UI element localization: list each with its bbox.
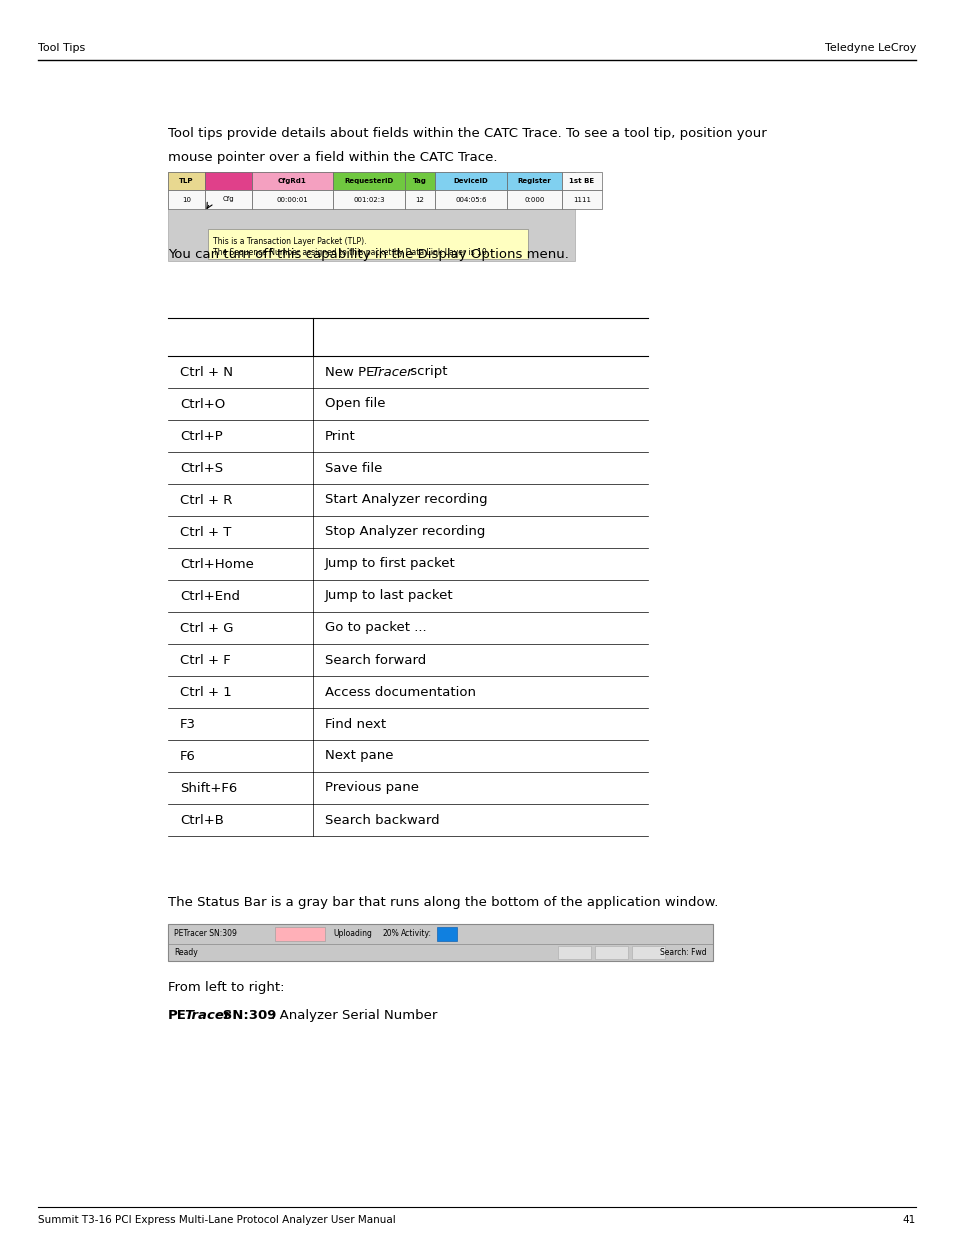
Text: Ctrl + R: Ctrl + R <box>180 494 233 506</box>
Text: Tool tips provide details about fields within the CATC Trace. To see a tool tip,: Tool tips provide details about fields w… <box>168 127 766 140</box>
Text: 1st BE: 1st BE <box>569 178 594 184</box>
FancyBboxPatch shape <box>405 172 435 190</box>
Text: Jump to first packet: Jump to first packet <box>325 557 456 571</box>
Text: mouse pointer over a field within the CATC Trace.: mouse pointer over a field within the CA… <box>168 151 497 164</box>
Text: This is a Transaction Layer Packet (TLP).: This is a Transaction Layer Packet (TLP)… <box>213 237 366 246</box>
FancyBboxPatch shape <box>208 228 527 259</box>
Text: Ctrl+P: Ctrl+P <box>180 430 222 442</box>
FancyBboxPatch shape <box>436 927 456 941</box>
FancyBboxPatch shape <box>168 172 205 190</box>
Text: Activity:: Activity: <box>400 930 432 939</box>
Text: Ready: Ready <box>173 948 197 957</box>
Text: PE: PE <box>168 1009 187 1023</box>
Text: Shift+F6: Shift+F6 <box>180 782 237 794</box>
Text: Ctrl + F: Ctrl + F <box>180 653 231 667</box>
FancyBboxPatch shape <box>561 190 601 209</box>
FancyBboxPatch shape <box>631 946 664 960</box>
FancyBboxPatch shape <box>506 190 561 209</box>
FancyBboxPatch shape <box>405 190 435 209</box>
Text: 001:02:3: 001:02:3 <box>353 196 384 203</box>
FancyBboxPatch shape <box>595 946 627 960</box>
Text: 0:000: 0:000 <box>524 196 544 203</box>
Text: Stop Analyzer recording: Stop Analyzer recording <box>325 526 485 538</box>
Text: Search backward: Search backward <box>325 814 439 826</box>
Text: Save file: Save file <box>325 462 382 474</box>
Text: 1111: 1111 <box>573 196 590 203</box>
Text: Summit T3-16 PCI Express Multi-Lane Protocol Analyzer User Manual: Summit T3-16 PCI Express Multi-Lane Prot… <box>38 1215 395 1225</box>
Text: : Analyzer Serial Number: : Analyzer Serial Number <box>271 1009 436 1023</box>
Text: Ctrl + G: Ctrl + G <box>180 621 233 635</box>
FancyBboxPatch shape <box>435 190 506 209</box>
Text: Cfg: Cfg <box>222 196 234 203</box>
FancyBboxPatch shape <box>168 190 205 209</box>
Text: Tag: Tag <box>413 178 427 184</box>
Text: DeviceID: DeviceID <box>453 178 488 184</box>
Text: F6: F6 <box>180 750 195 762</box>
Text: Tool Tips: Tool Tips <box>38 43 85 53</box>
Text: F3: F3 <box>180 718 195 730</box>
Text: SN:309: SN:309 <box>218 1009 276 1023</box>
Text: Ctrl+O: Ctrl+O <box>180 398 225 410</box>
Text: Ctrl + T: Ctrl + T <box>180 526 232 538</box>
FancyBboxPatch shape <box>252 190 333 209</box>
Text: Print: Print <box>325 430 355 442</box>
Text: Teledyne LeCroy: Teledyne LeCroy <box>823 43 915 53</box>
Text: Ctrl+B: Ctrl+B <box>180 814 224 826</box>
FancyBboxPatch shape <box>506 172 561 190</box>
Text: You can turn off this capability in the Display Options menu.: You can turn off this capability in the … <box>168 248 568 261</box>
Text: Search forward: Search forward <box>325 653 426 667</box>
Text: Ctrl+S: Ctrl+S <box>180 462 223 474</box>
Text: Next pane: Next pane <box>325 750 393 762</box>
Text: Previous pane: Previous pane <box>325 782 418 794</box>
Text: 20%: 20% <box>382 930 399 939</box>
Text: TLP: TLP <box>179 178 193 184</box>
FancyBboxPatch shape <box>205 190 252 209</box>
Text: Start Analyzer recording: Start Analyzer recording <box>325 494 487 506</box>
FancyBboxPatch shape <box>168 924 712 961</box>
FancyBboxPatch shape <box>561 172 601 190</box>
Text: RequesterID: RequesterID <box>344 178 394 184</box>
Text: Find next: Find next <box>325 718 386 730</box>
FancyBboxPatch shape <box>252 172 333 190</box>
Text: From left to right:: From left to right: <box>168 981 284 994</box>
Text: Ctrl+Home: Ctrl+Home <box>180 557 253 571</box>
Text: 12: 12 <box>416 196 424 203</box>
Text: New PE: New PE <box>325 366 374 378</box>
FancyBboxPatch shape <box>558 946 590 960</box>
FancyBboxPatch shape <box>435 172 506 190</box>
FancyBboxPatch shape <box>333 172 405 190</box>
Text: Ctrl+End: Ctrl+End <box>180 589 240 603</box>
Text: script: script <box>406 366 447 378</box>
Text: Jump to last packet: Jump to last packet <box>325 589 453 603</box>
FancyBboxPatch shape <box>168 172 575 261</box>
Text: Ctrl + 1: Ctrl + 1 <box>180 685 232 699</box>
Text: 10: 10 <box>182 196 191 203</box>
Text: CfgRd1: CfgRd1 <box>278 178 307 184</box>
Text: Go to packet ...: Go to packet ... <box>325 621 426 635</box>
Text: The Sequence Number assigned to this packet by Data Link Layer is 10.: The Sequence Number assigned to this pac… <box>213 248 489 257</box>
Text: Search: Fwd: Search: Fwd <box>659 948 706 957</box>
Text: 004:05:6: 004:05:6 <box>455 196 486 203</box>
FancyBboxPatch shape <box>274 927 325 941</box>
Text: Register: Register <box>517 178 551 184</box>
Text: 41: 41 <box>902 1215 915 1225</box>
Text: 00:00:01: 00:00:01 <box>276 196 308 203</box>
Text: PETracer SN:309: PETracer SN:309 <box>173 930 236 939</box>
Text: Open file: Open file <box>325 398 385 410</box>
Text: Tracer: Tracer <box>184 1009 230 1023</box>
FancyBboxPatch shape <box>205 172 252 190</box>
Text: Ctrl + N: Ctrl + N <box>180 366 233 378</box>
Text: Uploading: Uploading <box>333 930 372 939</box>
Text: Tracer: Tracer <box>371 366 413 378</box>
Text: Access documentation: Access documentation <box>325 685 476 699</box>
FancyBboxPatch shape <box>333 190 405 209</box>
Text: The Status Bar is a gray bar that runs along the bottom of the application windo: The Status Bar is a gray bar that runs a… <box>168 897 718 909</box>
